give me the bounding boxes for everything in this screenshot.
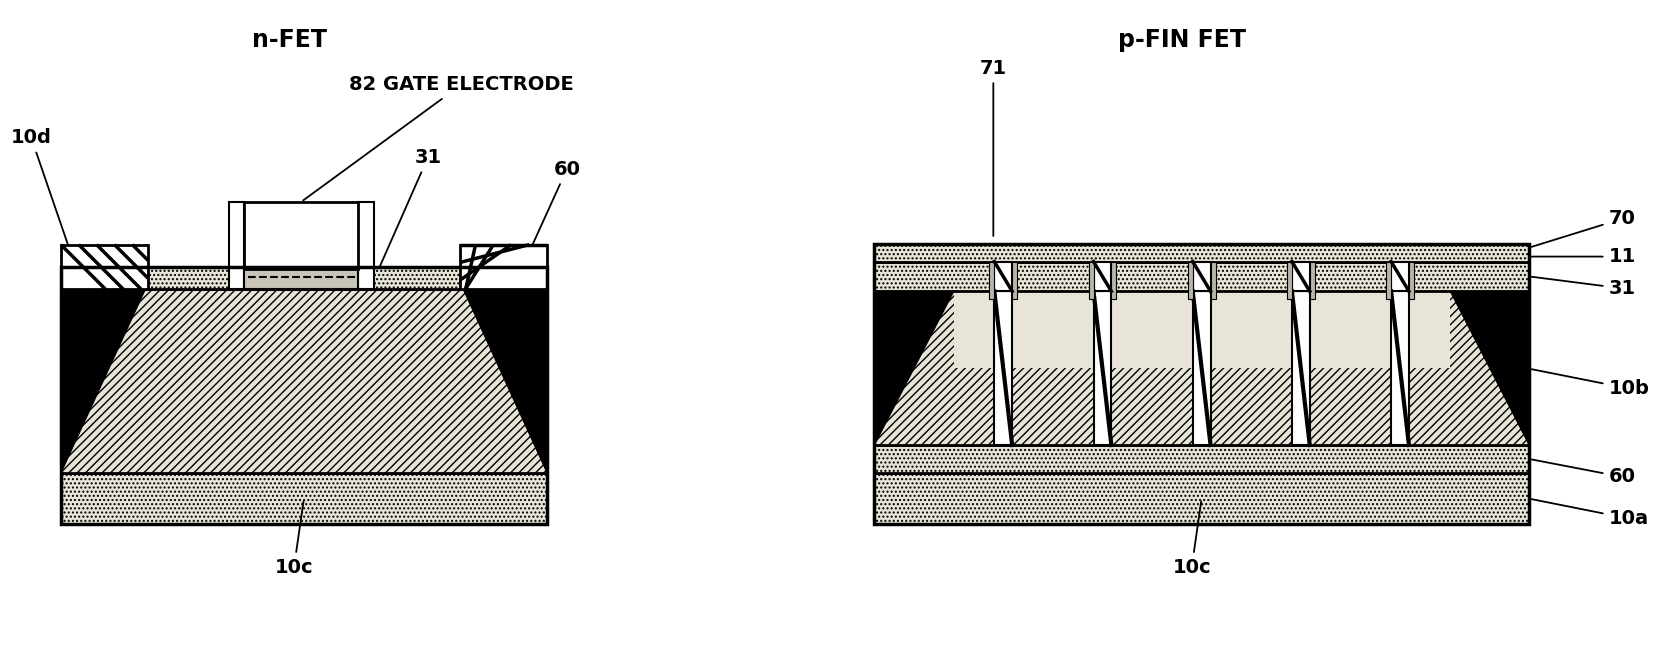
Text: 10c: 10c	[275, 501, 313, 577]
Polygon shape	[875, 291, 954, 445]
Text: 70: 70	[1532, 209, 1636, 247]
Text: 11: 11	[1532, 247, 1636, 266]
Polygon shape	[1449, 291, 1528, 445]
Bar	[875, 445, 1528, 473]
Text: n-FET: n-FET	[251, 28, 326, 52]
Text: 10d: 10d	[10, 128, 74, 265]
Polygon shape	[463, 289, 547, 473]
Bar	[1193, 262, 1211, 291]
Bar	[1188, 262, 1193, 299]
Bar	[875, 243, 1528, 524]
Bar	[954, 291, 1054, 367]
Bar	[994, 262, 1012, 291]
Bar	[359, 202, 374, 289]
Bar	[1111, 262, 1116, 299]
Bar	[1391, 262, 1409, 291]
Text: p-FIN FET: p-FIN FET	[1118, 28, 1245, 52]
Bar	[1093, 262, 1111, 291]
Bar	[1093, 291, 1111, 445]
Bar	[61, 268, 547, 289]
Bar	[1310, 262, 1315, 299]
Text: 10c: 10c	[1173, 501, 1211, 577]
Polygon shape	[61, 289, 146, 473]
Bar	[1193, 291, 1211, 445]
Bar	[875, 473, 1528, 524]
Bar	[994, 291, 1012, 445]
Bar	[1153, 291, 1250, 367]
Bar	[61, 473, 547, 524]
Bar	[1292, 291, 1310, 445]
Bar	[1386, 262, 1391, 299]
Text: 82 GATE ELECTRODE: 82 GATE ELECTRODE	[303, 75, 574, 200]
Text: 10b: 10b	[1532, 369, 1649, 398]
Bar	[1287, 262, 1292, 299]
Bar	[1250, 291, 1350, 367]
Bar	[1211, 262, 1216, 299]
Text: 60: 60	[518, 160, 581, 276]
Text: 10a: 10a	[1532, 499, 1649, 528]
Bar	[61, 245, 149, 289]
Text: 60: 60	[1532, 459, 1636, 486]
Bar	[228, 202, 245, 289]
Bar	[1292, 262, 1310, 291]
Bar	[61, 289, 547, 473]
Bar	[875, 291, 1528, 445]
Bar	[61, 268, 547, 524]
Bar	[245, 202, 359, 270]
Bar	[1409, 262, 1414, 299]
Text: 71: 71	[979, 58, 1007, 236]
Bar	[1054, 291, 1153, 367]
Text: 31: 31	[377, 148, 442, 272]
Text: 31: 31	[1532, 277, 1636, 298]
Bar	[1350, 291, 1449, 367]
Bar	[989, 262, 994, 299]
Bar	[1012, 262, 1017, 299]
Bar	[460, 245, 547, 289]
Bar	[875, 262, 1528, 291]
Bar	[875, 243, 1528, 262]
Bar	[1088, 262, 1093, 299]
Bar	[245, 270, 359, 289]
Bar	[1391, 291, 1409, 445]
